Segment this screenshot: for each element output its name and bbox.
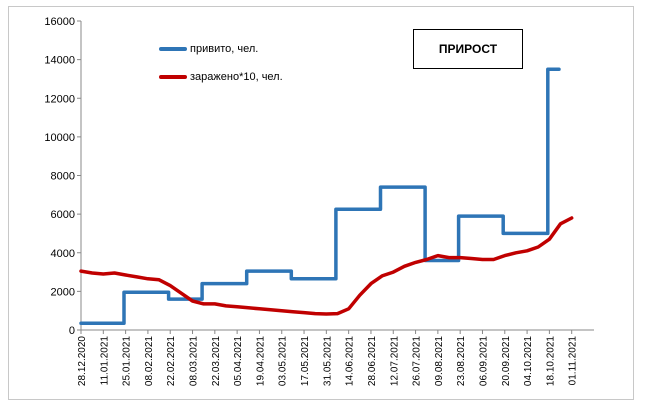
line-chart: 0 2000 4000 6000 8000 10000 12000 14000 16000 28.…: [9, 7, 635, 401]
y-tick-label: 0: [69, 325, 75, 337]
x-tick-label: 28.06.2021: [367, 336, 378, 386]
x-tick-label: 18.10.2021: [545, 336, 556, 386]
x-tick-label: 04.10.2021: [523, 336, 534, 386]
x-tick-label: 25.01.2021: [122, 336, 133, 386]
x-tick-label: 08.03.2021: [189, 336, 200, 386]
x-tick-label: 17.05.2021: [300, 336, 311, 386]
x-tick-label: 11.01.2021: [99, 336, 110, 386]
x-tick-label: 31.05.2021: [322, 336, 333, 386]
series-line-vaccinated: [81, 69, 559, 323]
x-tick-label: 03.05.2021: [278, 336, 289, 386]
y-tick-label: 2000: [51, 286, 75, 298]
x-tick-label: 26.07.2021: [412, 336, 423, 386]
y-tick-label: 12000: [44, 93, 75, 105]
x-tick-label: 28.12.2020: [77, 336, 88, 386]
y-tick-label: 4000: [51, 248, 75, 260]
x-tick-label: 01.11.2021: [568, 336, 579, 386]
x-tick-label: 08.02.2021: [144, 336, 155, 386]
x-tick-label: 20.09.2021: [501, 336, 512, 386]
chart-frame: 0 2000 4000 6000 8000 10000 12000 14000 16000 28.…: [8, 6, 634, 400]
y-tick-label: 14000: [44, 55, 75, 67]
y-tick-label: 16000: [44, 16, 75, 28]
legend-label-infected: заражено*10, чел.: [190, 71, 283, 83]
y-tick-label: 6000: [51, 209, 75, 221]
legend-entry-infected: заражено*10, чел.: [159, 71, 283, 83]
y-tick-label: 8000: [51, 171, 75, 183]
x-tick-label: 19.04.2021: [255, 336, 266, 386]
legend-label-vaccinated: привито, чел.: [190, 43, 258, 55]
legend-swatch-vaccinated: [159, 47, 187, 51]
chart-title: ПРИРОСТ: [413, 29, 523, 69]
x-tick-label: 14.06.2021: [345, 336, 356, 386]
x-tick-label: 22.02.2021: [166, 336, 177, 386]
x-tick-label: 06.09.2021: [478, 336, 489, 386]
series-line-infected: [81, 218, 572, 314]
x-tick-label: 23.08.2021: [456, 336, 467, 386]
x-tick-label: 22.03.2021: [211, 336, 222, 386]
x-tick-label: 12.07.2021: [389, 336, 400, 386]
legend-swatch-infected: [159, 75, 187, 79]
x-tick-label: 05.04.2021: [233, 336, 244, 386]
legend-entry-vaccinated: привито, чел.: [159, 43, 258, 55]
y-tick-label: 10000: [44, 132, 75, 144]
x-tick-label: 09.08.2021: [434, 336, 445, 386]
